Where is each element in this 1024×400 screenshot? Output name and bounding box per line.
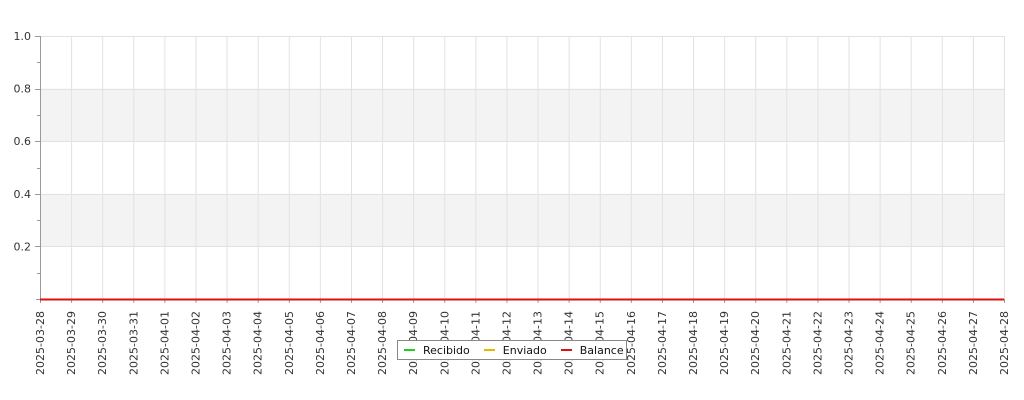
x-tick-label: 2025-04-04 — [252, 311, 265, 375]
x-tick-label: 2025-04-08 — [376, 311, 389, 375]
legend-label-enviado: Enviado — [502, 343, 547, 357]
x-tick-label: 2025-04-16 — [625, 311, 638, 375]
x-tick-label: 2025-04-03 — [221, 311, 234, 375]
y-axis-ticks: 0.2 0.4 0.6 0.8 1.0 — [14, 30, 40, 274]
legend-item-balance: Balance — [560, 343, 624, 357]
x-tick-label: 2025-03-28 — [34, 311, 47, 375]
band-0.6-0.8 — [40, 88, 1004, 142]
y-tick-label: 0.2 — [14, 240, 32, 253]
legend-label-balance: Balance — [579, 343, 624, 357]
x-axis-ticks: 2025-03-28 2025-03-29 2025-03-30 2025-03-31… — [34, 299, 1011, 375]
x-tick-label: 2025-04-25 — [905, 311, 918, 375]
x-tick-label: 2025-04-23 — [843, 311, 856, 375]
legend-swatch-recibido — [404, 349, 415, 351]
x-tick-label: 2025-04-06 — [314, 311, 327, 375]
x-tick-label: 2025-04-07 — [345, 311, 358, 375]
background-bands — [40, 88, 1004, 247]
legend-swatch-balance — [560, 349, 572, 351]
x-tick-label: 2025-04-02 — [189, 311, 202, 375]
y-tick-label: 0.4 — [14, 188, 32, 201]
x-tick-label: 2025-04-18 — [687, 311, 700, 375]
x-tick-label: 2025-04-05 — [283, 311, 296, 375]
x-tick-label: 2025-04-26 — [936, 311, 949, 375]
y-tick-label: 0.6 — [14, 135, 32, 148]
axes — [36, 36, 1004, 300]
x-tick-label: 2025-04-17 — [656, 311, 669, 375]
y-tick-label: 0.8 — [14, 83, 32, 96]
x-tick-label: 2025-04-20 — [749, 311, 762, 375]
x-tick-label: 2025-03-31 — [127, 311, 140, 375]
legend: Recibido Enviado Balance — [397, 340, 627, 360]
legend-swatch-enviado — [483, 349, 495, 351]
legend-label-recibido: Recibido — [423, 343, 470, 357]
x-tick-label: 2025-04-19 — [718, 311, 731, 375]
x-tick-label: 2025-03-30 — [96, 311, 109, 375]
y-tick-label: 1.0 — [14, 30, 32, 43]
x-tick-label: 2025-04-24 — [874, 311, 887, 375]
x-tick-label: 2025-04-21 — [780, 311, 793, 375]
band-0.2-0.4 — [40, 193, 1004, 247]
x-tick-label: 2025-04-22 — [811, 311, 824, 375]
x-tick-label: 2025-03-29 — [65, 311, 78, 375]
x-tick-label: 2025-04-01 — [158, 311, 171, 375]
x-tick-label: 2025-04-27 — [967, 311, 980, 375]
legend-item-recibido: Recibido — [404, 344, 470, 357]
grid-lines — [40, 36, 1005, 299]
x-tick-label: 2025-04-28 — [998, 311, 1011, 375]
legend-item-enviado: Enviado — [483, 343, 547, 357]
